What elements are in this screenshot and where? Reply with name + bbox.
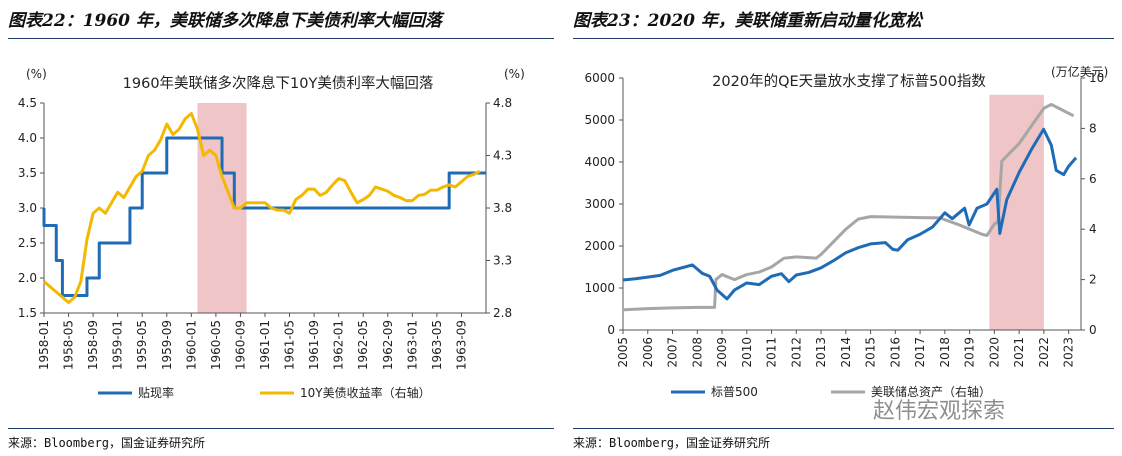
x-axis-tick-label: 1960-05 <box>209 320 223 370</box>
x-axis-tick-label: 1961-01 <box>258 320 272 370</box>
right-axis-tick-label: 10 <box>1089 71 1104 85</box>
watermark: 赵伟宏观探索 <box>873 399 1006 424</box>
legend-label-fed-assets: 美联储总资产（右轴） <box>871 384 991 399</box>
left-axis-tick-label: 6000 <box>584 71 615 85</box>
x-axis-tick-label: 2012 <box>789 337 803 368</box>
x-axis-tick-label: 1959-09 <box>160 320 174 370</box>
legend-label-10y-yield: 10Y美债收益率（右轴） <box>300 385 431 400</box>
right-axis-tick-label: 2 <box>1089 273 1097 287</box>
left-source-note: 来源：Bloomberg，国金证券研究所 <box>8 436 206 450</box>
right-axis-unit: (万亿美元) <box>1051 64 1108 79</box>
right-axis-tick-label: 6 <box>1089 172 1097 186</box>
left-axis-tick-label: 2.0 <box>18 271 37 285</box>
left-axis-tick-label: 4.5 <box>18 96 37 110</box>
x-axis-tick-label: 2013 <box>814 337 828 368</box>
x-axis-tick-label: 1958-01 <box>37 320 51 370</box>
series-line-fed-assets <box>622 102 1075 312</box>
left-axis-tick-label: 3000 <box>584 197 615 211</box>
x-axis-tick-label: 1960-01 <box>184 320 198 370</box>
right-panel-heading: 图表23：2020 年，美联储重新启动量化宽松 <box>573 11 922 31</box>
series-line-sp500 <box>622 127 1078 301</box>
right-axis-tick-label: 3.3 <box>493 254 512 268</box>
x-axis-tick-label: 1962-09 <box>381 320 395 370</box>
left-axis-unit: (%) <box>26 67 47 81</box>
left-axis-tick-label: 2000 <box>584 239 615 253</box>
x-axis-tick-label: 2019 <box>963 337 977 368</box>
x-axis-tick-label: 2009 <box>715 337 729 368</box>
right-axis-unit: (%) <box>504 67 525 81</box>
x-axis-tick-label: 1958-09 <box>86 320 100 370</box>
left-chart: 1960年美联储多次降息下10Y美债利率大幅回落 (%) (%) 1.5 2.0 2… <box>18 67 525 400</box>
x-axis-tick-label: 2021 <box>1012 337 1026 368</box>
left-axis-tick-label: 1000 <box>584 281 615 295</box>
left-axis-tick-label: 3.5 <box>18 166 37 180</box>
x-axis-tick-label: 2015 <box>864 337 878 368</box>
right-bottom-rule <box>573 428 1114 429</box>
left-axis-tick-label: 0 <box>607 323 615 337</box>
x-axis-tick-label: 2007 <box>666 337 680 368</box>
x-axis-tick-label: 2023 <box>1062 337 1076 368</box>
legend: 贴现率 10Y美债收益率（右轴） <box>98 385 431 400</box>
x-axis-tick-label: 2008 <box>690 337 704 368</box>
left-axis-tick-label: 4.0 <box>18 131 37 145</box>
x-axis-tick-label: 2022 <box>1037 337 1051 368</box>
x-axis-tick-label: 1961-09 <box>307 320 321 370</box>
right-axis-tick-label: 4.8 <box>493 96 512 110</box>
x-axis-tick-label: 1958-05 <box>62 320 76 370</box>
x-axis-tick-label: 1959-01 <box>111 320 125 370</box>
chart-title: 1960年美联储多次降息下10Y美债利率大幅回落 <box>123 75 434 92</box>
x-axis-tick-label: 1961-05 <box>283 320 297 370</box>
left-axis-tick-label: 1.5 <box>18 306 37 320</box>
right-axis-tick-label: 0 <box>1089 323 1097 337</box>
x-axis-tick-label: 2010 <box>740 337 754 368</box>
legend-label-sp500: 标普500 <box>711 385 758 399</box>
right-axis-tick-label: 2.8 <box>493 306 512 320</box>
right-chart: 2020年的QE天量放水支撑了标普500指数 (万亿美元) 0 1000 2000 3… <box>584 64 1108 399</box>
x-axis-tick-label: 1963-05 <box>430 320 444 370</box>
chart-title: 2020年的QE天量放水支撑了标普500指数 <box>712 73 986 90</box>
left-axis-tick-label: 2.5 <box>18 236 37 250</box>
x-axis-tick-label: 2005 <box>616 337 630 368</box>
x-axis-tick-label: 2011 <box>765 337 779 368</box>
x-axis-tick-label: 1959-05 <box>135 320 149 370</box>
left-axis-tick-label: 5000 <box>584 113 615 127</box>
right-axis-tick-label: 3.8 <box>493 201 512 215</box>
x-axis-tick-label: 1962-05 <box>356 320 370 370</box>
x-axis-tick-label: 1962-01 <box>332 320 346 370</box>
left-axis-tick-label: 4000 <box>584 155 615 169</box>
x-axis-tick-label: 2014 <box>839 337 853 368</box>
left-axis-tick-label: 3.0 <box>18 201 37 215</box>
right-axis-tick-label: 8 <box>1089 121 1097 135</box>
legend: 标普500 美联储总资产（右轴） <box>671 384 991 399</box>
x-axis-tick-label: 2006 <box>641 337 655 368</box>
x-axis-tick-label: 1960-09 <box>233 320 247 370</box>
right-source-note: 来源：Bloomberg，国金证券研究所 <box>573 436 771 450</box>
x-axis-tick-label: 2018 <box>938 337 952 368</box>
left-heading-rule <box>8 38 554 39</box>
x-axis-tick-label: 1963-09 <box>454 320 468 370</box>
x-axis-tick-label: 1963-01 <box>405 320 419 370</box>
series-line-discount-rate <box>42 136 486 297</box>
right-axis-tick-label: 4.3 <box>493 149 512 163</box>
legend-label-discount-rate: 贴现率 <box>138 385 174 400</box>
x-axis-tick-label: 2016 <box>888 337 902 368</box>
left-bottom-rule <box>8 428 554 429</box>
right-axis-tick-label: 4 <box>1089 222 1097 236</box>
right-heading-rule <box>573 38 1114 39</box>
x-axis-tick-label: 2020 <box>987 337 1001 368</box>
x-axis-tick-label: 2017 <box>913 337 927 368</box>
left-panel-heading: 图表22：1960 年，美联储多次降息下美债利率大幅回落 <box>8 11 442 31</box>
series-line-10y-yield <box>43 112 481 304</box>
